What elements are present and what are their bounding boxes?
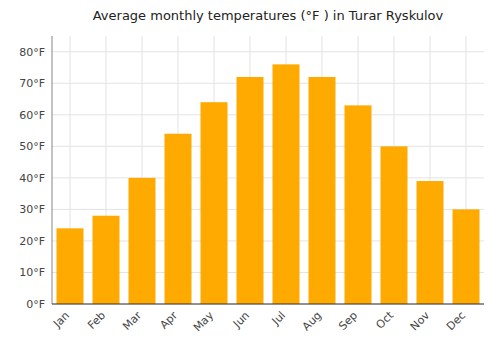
bar	[93, 216, 120, 304]
y-grid-line	[52, 304, 484, 305]
x-ticks: Jan Feb Mar Apr May Jun Jul Aug Sep Oct Nov Dec	[50, 308, 468, 334]
y-grid-line	[52, 83, 484, 84]
x-tick-label: Sep	[336, 309, 360, 333]
x-tick-label: Dec	[444, 309, 468, 333]
y-tick-label: 70°F	[19, 77, 45, 90]
bar	[201, 102, 228, 304]
bar	[309, 77, 336, 304]
y-tick-label: 30°F	[19, 203, 45, 216]
grid	[52, 36, 484, 304]
x-axis-line	[52, 304, 484, 305]
bar	[273, 64, 300, 304]
y-tick-label: 50°F	[19, 140, 45, 153]
bar	[381, 146, 408, 304]
x-tick-label: May	[191, 309, 217, 335]
y-grid-line	[52, 177, 484, 178]
x-tick-label: Oct	[373, 308, 396, 331]
bar	[165, 134, 192, 304]
x-tick-label: Apr	[157, 309, 180, 332]
y-tick-label: 0°F	[26, 298, 45, 311]
y-tick-label: 10°F	[19, 266, 45, 279]
x-tick-label: Jun	[230, 309, 252, 331]
y-grid-line	[52, 114, 484, 115]
y-tick-label: 20°F	[19, 235, 45, 248]
x-tick-label: Mar	[120, 309, 144, 333]
y-grid-line	[52, 146, 484, 147]
y-axis-line	[52, 36, 53, 304]
bar	[417, 181, 444, 304]
bar	[453, 209, 480, 304]
chart-svg: Average monthly temperatures (°F ) in Tu…	[0, 0, 500, 350]
bar	[345, 105, 372, 304]
x-tick-label: Jul	[269, 309, 288, 328]
x-tick-label: Nov	[408, 309, 433, 334]
x-tick-label: Feb	[85, 309, 108, 332]
bars	[57, 64, 480, 304]
y-ticks: 0°F 10°F 20°F 30°F 40°F 50°F 60°F 70°F 80°F	[19, 46, 45, 311]
y-tick-label: 60°F	[19, 109, 45, 122]
x-tick-label: Aug	[300, 309, 324, 333]
bar	[129, 178, 156, 304]
y-tick-label: 80°F	[19, 46, 45, 59]
chart-container: Average monthly temperatures (°F ) in Tu…	[0, 0, 500, 350]
y-grid-line	[52, 51, 484, 52]
title: Average monthly temperatures (°F ) in Tu…	[93, 8, 444, 23]
y-tick-label: 40°F	[19, 172, 45, 185]
x-tick-label: Jan	[50, 309, 72, 331]
bar	[57, 228, 84, 304]
bar	[237, 77, 264, 304]
